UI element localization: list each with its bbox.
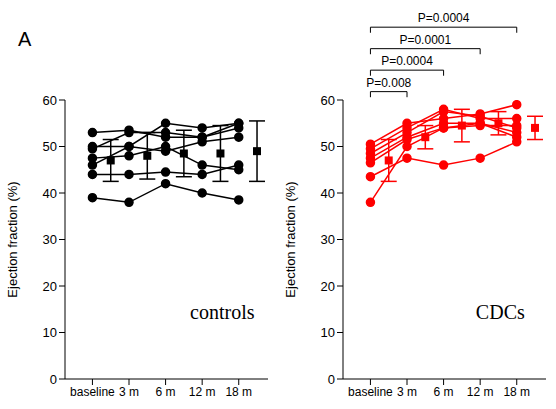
svg-text:3 m: 3 m: [119, 385, 139, 399]
svg-text:0: 0: [328, 372, 335, 387]
svg-text:P=0.0004: P=0.0004: [418, 11, 470, 25]
svg-text:6 m: 6 m: [156, 385, 176, 399]
svg-text:12 m: 12 m: [189, 385, 216, 399]
svg-text:3 m: 3 m: [397, 385, 417, 399]
html-text:A: A: [18, 28, 32, 50]
svg-text:18 m: 18 m: [225, 385, 252, 399]
svg-text:P=0.0004: P=0.0004: [381, 54, 433, 68]
svg-text:Ejection fraction (%): Ejection fraction (%): [8, 181, 20, 297]
svg-text:60: 60: [43, 93, 57, 108]
svg-text:50: 50: [321, 139, 335, 154]
svg-text:18 m: 18 m: [503, 385, 530, 399]
svg-text:12 m: 12 m: [467, 385, 494, 399]
svg-text:baseline: baseline: [348, 385, 393, 399]
svg-text:40: 40: [321, 186, 335, 201]
svg-text:30: 30: [321, 232, 335, 247]
svg-text:Ejection fraction (%): Ejection fraction (%): [283, 181, 298, 297]
svg-text:10: 10: [321, 325, 335, 340]
html-text:controls: controls: [190, 300, 255, 323]
svg-text:20: 20: [43, 279, 57, 294]
html-text:CDCs: CDCs: [475, 300, 525, 323]
svg-text:P=0.008: P=0.008: [366, 76, 411, 90]
svg-text:50: 50: [43, 139, 57, 154]
svg-text:20: 20: [321, 279, 335, 294]
svg-text:0: 0: [50, 372, 57, 387]
svg-text:30: 30: [43, 232, 57, 247]
svg-text:P=0.0001: P=0.0001: [399, 33, 451, 47]
svg-text:40: 40: [43, 186, 57, 201]
svg-text:6 m: 6 m: [434, 385, 454, 399]
svg-text:baseline: baseline: [70, 385, 115, 399]
svg-text:10: 10: [43, 325, 57, 340]
svg-text:60: 60: [321, 93, 335, 108]
